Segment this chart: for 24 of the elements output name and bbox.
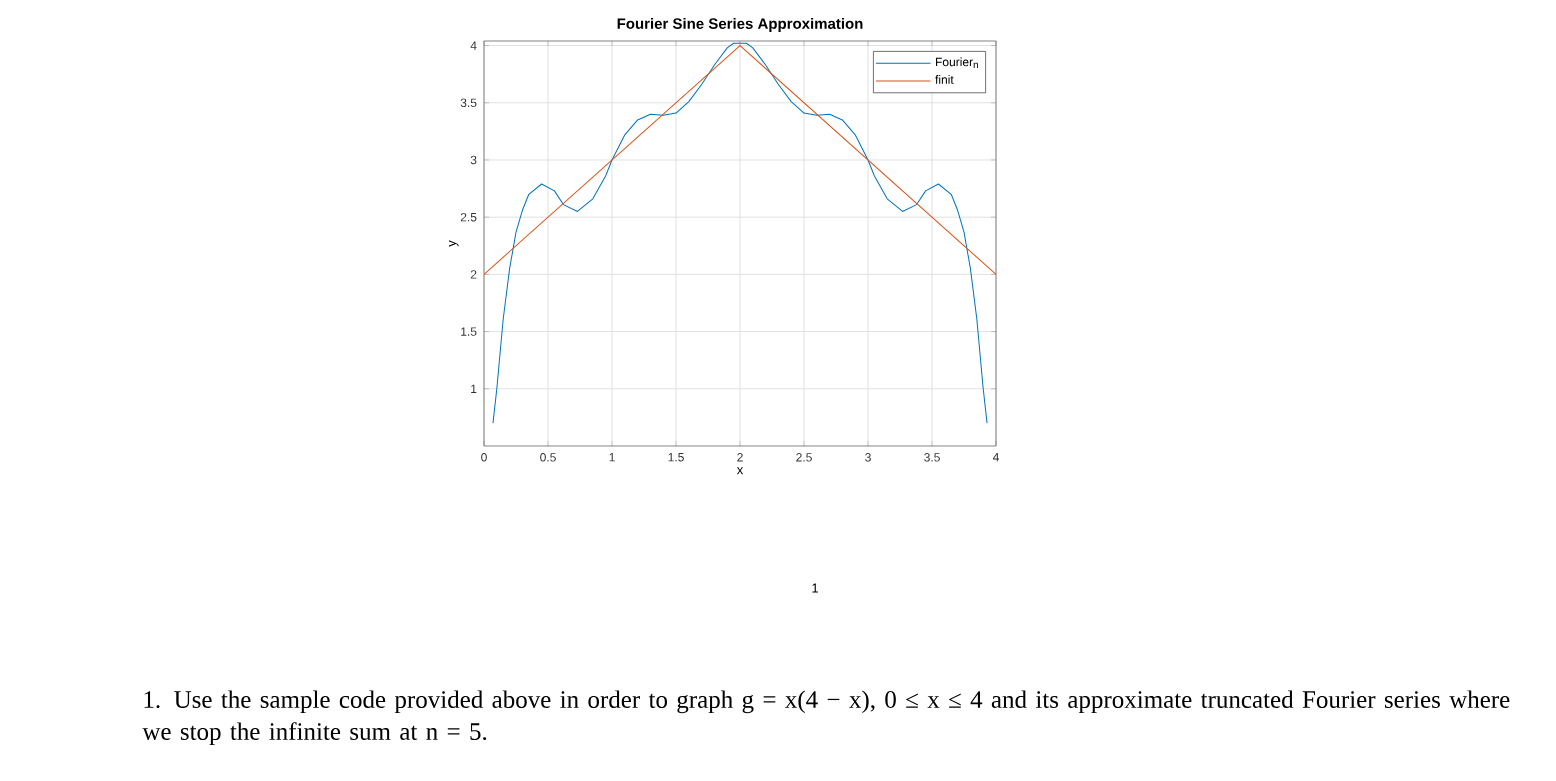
y-tick-label: 3.5 — [460, 98, 477, 108]
x-tick-label: 3 — [865, 453, 871, 462]
y-tick-label: 3 — [470, 155, 477, 165]
x-tick-label: 0 — [481, 453, 487, 462]
legend-label: Fourier$_{n}$ — [936, 57, 978, 69]
text: 1. Use the sample code provided above in order to graph g = x(4 − x), 0 ≤ x ≤ 4 and its approximate truncated Fourier series where we stop the infinite sum at n = 5. — [142, 690, 1510, 746]
x-tick-label: 2 — [737, 453, 743, 462]
text: 1 — [812, 583, 818, 593]
y-tick-label: 2 — [470, 270, 477, 279]
x-tick-label: 0.5 — [540, 453, 556, 462]
y-tick-label: 1.5 — [461, 327, 477, 336]
y-tick-label: 2.5 — [460, 212, 477, 222]
x-tick-label: 1.5 — [668, 453, 684, 462]
y-tick-label: 4 — [470, 41, 477, 50]
line-series — [492, 42, 988, 424]
y-tick-label: 1 — [471, 384, 477, 393]
x-tick-label: 2.5 — [796, 453, 812, 462]
chart-title: Fourier Sine Series Approximation — [617, 17, 863, 32]
legend-label: finit — [935, 75, 954, 84]
x-axis-title: x — [736, 467, 744, 475]
x-tick-label: 1 — [609, 453, 615, 462]
x-tick-label: 4 — [992, 453, 1000, 462]
x-tick-label: 3.5 — [924, 453, 940, 462]
y-axis-title: y — [448, 240, 459, 247]
